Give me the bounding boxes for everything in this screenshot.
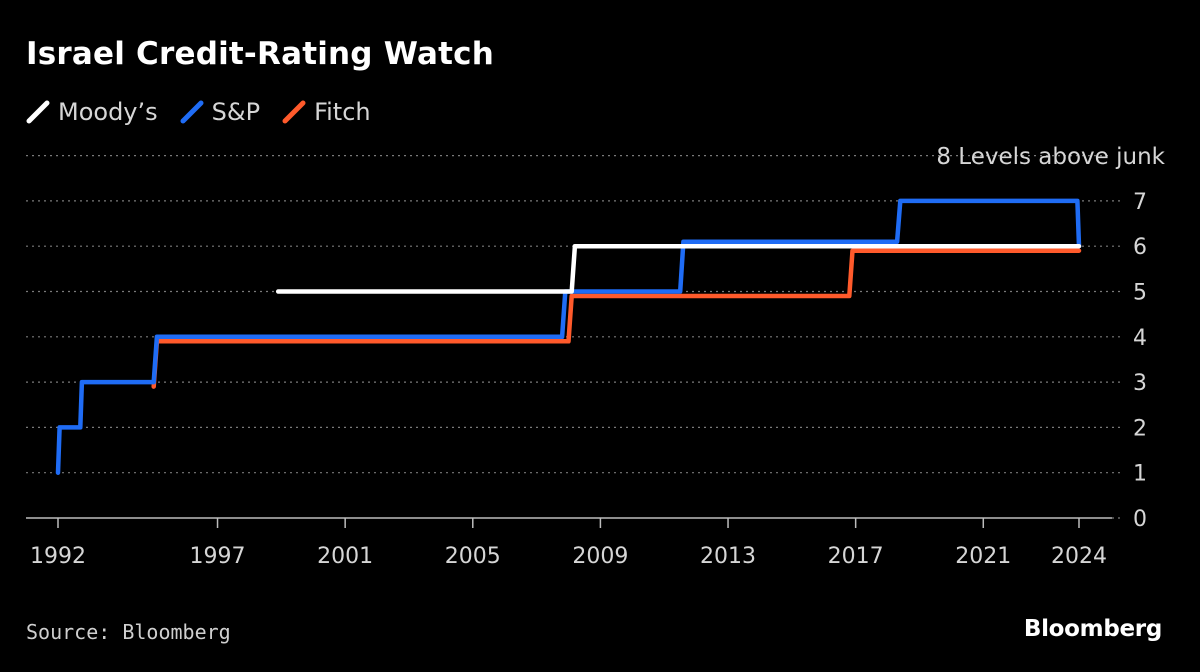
legend-label: Fitch — [314, 98, 371, 126]
x-tick-label: 2005 — [445, 544, 501, 569]
source-note: Source: Bloomberg — [26, 620, 231, 644]
y-tick-label: 6 — [1133, 235, 1147, 260]
legend-label: Moody’s — [58, 98, 158, 126]
legend-swatch — [282, 100, 306, 124]
y-tick-label: 1 — [1133, 462, 1147, 487]
line-chart: 0 1 2 3 4 5 6 7 8 Levels above junk 1992 1997 2001 2… — [26, 144, 1166, 569]
x-tick-label: 2024 — [1051, 544, 1107, 569]
legend-swatch — [180, 100, 204, 124]
x-tick-label: 2013 — [700, 544, 756, 569]
y-tick-label: 4 — [1133, 326, 1147, 351]
chart-title: Israel Credit-Rating Watch — [26, 36, 494, 72]
x-tick-label: 2009 — [572, 544, 628, 569]
legend-swatch — [26, 100, 50, 124]
y-tick-label: 7 — [1133, 190, 1147, 215]
legend-item: Fitch — [282, 98, 371, 126]
chart-legend: Moody’s S&P Fitch — [26, 98, 393, 126]
series-line-fitch — [151, 248, 1082, 389]
x-tick-label: 2017 — [828, 544, 884, 569]
x-tick-label: 2001 — [317, 544, 373, 569]
x-tick-label: 2021 — [955, 544, 1011, 569]
y-tick-label: 0 — [1133, 507, 1147, 532]
series-line-sp — [55, 198, 1082, 475]
brand-logo: Bloomberg — [1023, 616, 1162, 642]
x-tick-label: 1997 — [190, 544, 246, 569]
legend-item: Moody’s — [26, 98, 158, 126]
y-tick-label: 3 — [1133, 371, 1147, 396]
legend-label: S&P — [211, 98, 261, 126]
y-annotation: 8 Levels above junk — [936, 144, 1165, 170]
y-tick-label: 2 — [1133, 416, 1147, 441]
x-tick-label: 1992 — [30, 544, 86, 569]
legend-item: S&P — [180, 98, 260, 126]
series-line-moodys — [275, 243, 1082, 294]
y-tick-label: 5 — [1133, 281, 1147, 306]
